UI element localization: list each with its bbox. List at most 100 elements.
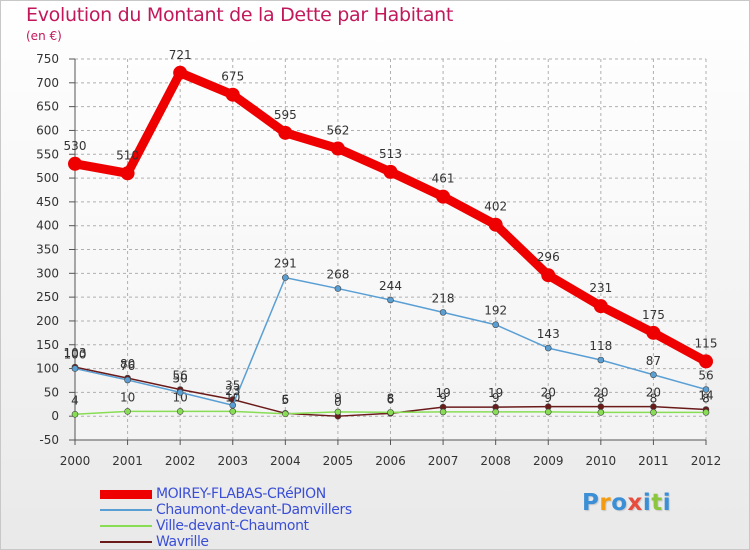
data-label: 8 bbox=[387, 391, 395, 405]
data-label: 6 bbox=[282, 392, 290, 406]
logo-letter: i bbox=[642, 490, 652, 516]
data-point bbox=[650, 371, 657, 379]
data-label: 56 bbox=[173, 369, 188, 383]
logo-letter: o bbox=[611, 490, 628, 516]
data-label: 19 bbox=[435, 386, 450, 400]
legend-swatch bbox=[100, 489, 152, 499]
y-tick-label: 650 bbox=[36, 100, 59, 114]
data-label: 143 bbox=[537, 327, 560, 341]
data-label: 296 bbox=[537, 250, 560, 264]
data-label: 50 bbox=[173, 371, 188, 385]
y-tick-label: 350 bbox=[36, 243, 59, 257]
y-tick-label: 300 bbox=[36, 266, 59, 280]
data-label: 510 bbox=[116, 148, 139, 162]
data-point bbox=[387, 409, 394, 416]
logo-letter: r bbox=[599, 490, 612, 516]
data-label: 8 bbox=[597, 391, 605, 405]
data-label: 87 bbox=[646, 354, 661, 368]
data-point bbox=[436, 189, 451, 204]
logo-letter: P bbox=[582, 490, 600, 516]
data-label: 402 bbox=[484, 200, 507, 214]
data-label: 721 bbox=[169, 48, 192, 62]
logo-letter: i bbox=[662, 490, 672, 516]
data-label: 0 bbox=[334, 395, 342, 409]
data-label: 9 bbox=[492, 391, 500, 405]
data-point bbox=[387, 296, 394, 304]
data-point bbox=[330, 141, 345, 156]
data-point bbox=[173, 65, 188, 80]
data-label: 76 bbox=[120, 359, 135, 373]
data-point bbox=[488, 217, 503, 232]
data-label: 244 bbox=[379, 279, 402, 293]
data-label: 56 bbox=[698, 369, 713, 383]
y-tick-label: 600 bbox=[36, 123, 59, 137]
data-point bbox=[541, 268, 556, 283]
data-point bbox=[229, 401, 237, 409]
data-point bbox=[229, 408, 237, 415]
legend-item: Ville-devant-Chaumont bbox=[100, 518, 352, 534]
x-tick-label: 2001 bbox=[112, 454, 143, 468]
legend-label: Wavrille bbox=[156, 534, 209, 550]
y-tick-label: -50 bbox=[39, 433, 59, 447]
data-point bbox=[124, 376, 131, 384]
data-label: 103 bbox=[64, 346, 87, 360]
logo-letter: t bbox=[651, 490, 663, 516]
data-label: 14 bbox=[698, 389, 713, 403]
data-label: 192 bbox=[484, 304, 507, 318]
x-tick-label: 2004 bbox=[270, 454, 301, 468]
legend-swatch bbox=[100, 541, 152, 543]
data-point bbox=[68, 156, 82, 171]
x-tick-label: 2007 bbox=[428, 454, 459, 468]
data-point bbox=[439, 408, 447, 416]
data-label: 461 bbox=[432, 172, 455, 186]
data-label: 10 bbox=[225, 390, 240, 404]
data-label: 23 bbox=[225, 384, 240, 398]
legend-item: MOIREY-FLABAS-CRéPION bbox=[100, 486, 352, 502]
legend-swatch bbox=[100, 525, 152, 527]
y-tick-label: 550 bbox=[36, 147, 59, 161]
data-point bbox=[544, 408, 552, 416]
data-point bbox=[334, 408, 342, 416]
x-tick-label: 2000 bbox=[60, 454, 91, 468]
data-point bbox=[282, 410, 289, 418]
data-point bbox=[492, 321, 499, 329]
legend-label: Ville-devant-Chaumont bbox=[156, 518, 309, 534]
y-tick-label: 150 bbox=[36, 338, 59, 352]
data-point bbox=[383, 164, 398, 179]
data-point bbox=[120, 166, 135, 181]
data-label: 8 bbox=[702, 391, 710, 405]
data-point bbox=[699, 354, 713, 369]
proxiti-logo: Proxiti bbox=[582, 490, 671, 516]
data-label: 513 bbox=[379, 147, 402, 161]
legend-item: Chaumont-devant-Damvillers bbox=[100, 502, 352, 518]
data-label: 118 bbox=[589, 339, 612, 353]
data-point bbox=[176, 408, 184, 415]
chart-title: Evolution du Montant de la Dette par Hab… bbox=[26, 4, 454, 26]
y-tick-label: 500 bbox=[36, 171, 59, 185]
x-tick-label: 2010 bbox=[586, 454, 617, 468]
legend-label: Chaumont-devant-Damvillers bbox=[156, 502, 352, 518]
y-tick-label: 250 bbox=[36, 290, 59, 304]
data-label: 268 bbox=[326, 268, 349, 282]
data-point bbox=[71, 410, 79, 418]
chart-subtitle: (en €) bbox=[26, 29, 62, 43]
data-label: 175 bbox=[642, 308, 665, 322]
data-label: 218 bbox=[432, 291, 455, 305]
data-point bbox=[646, 325, 661, 340]
y-tick-label: 700 bbox=[36, 76, 59, 90]
data-point bbox=[544, 344, 552, 352]
y-tick-label: 50 bbox=[44, 385, 59, 399]
x-tick-label: 2003 bbox=[217, 454, 248, 468]
data-label: 291 bbox=[274, 257, 297, 271]
data-point bbox=[176, 389, 184, 396]
data-label: 9 bbox=[544, 391, 552, 405]
legend-item: Wavrille bbox=[100, 534, 352, 550]
data-label: 8 bbox=[650, 391, 658, 405]
data-label: 10 bbox=[120, 390, 135, 404]
data-point bbox=[702, 409, 710, 416]
data-point bbox=[597, 356, 605, 364]
data-label: 19 bbox=[488, 386, 503, 400]
data-label: 20 bbox=[541, 386, 556, 400]
